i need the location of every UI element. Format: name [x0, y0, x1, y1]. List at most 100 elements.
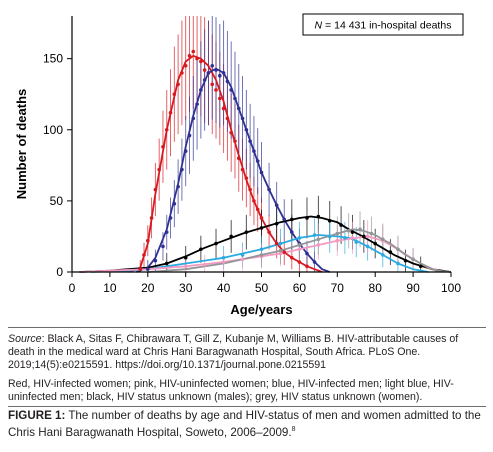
data-point-s4-9 [350, 236, 355, 240]
data-point-s1-23 [240, 116, 245, 121]
data-point-s0-27 [240, 167, 245, 172]
data-point-s5-4 [335, 231, 340, 236]
data-point-s0-25 [233, 139, 237, 143]
y-axis-label: Number of deaths [14, 89, 29, 200]
data-point-s1-32 [290, 230, 294, 234]
data-point-s4-3 [240, 257, 245, 262]
data-point-s4-8 [335, 238, 340, 243]
data-point-s3-3 [278, 241, 283, 246]
data-point-s2-4 [229, 234, 233, 239]
data-point-s5-3 [316, 237, 321, 242]
x-tick-label-6: 60 [293, 281, 307, 295]
data-point-s3-0 [221, 255, 226, 260]
data-point-s2-14 [362, 234, 366, 239]
figure-caption-label: FIGURE 1: [8, 409, 66, 422]
data-point-s0-2 [146, 238, 150, 243]
data-point-s2-15 [373, 241, 378, 246]
data-point-s5-5 [346, 228, 351, 233]
data-point-s0-26 [236, 156, 241, 161]
data-point-s5-1 [278, 248, 283, 253]
data-point-s0-33 [267, 230, 271, 234]
data-point-s1-29 [267, 187, 271, 192]
data-point-s1-31 [282, 217, 287, 222]
data-point-s1-6 [176, 184, 180, 189]
data-point-s0-5 [157, 167, 161, 172]
source-label: Source [8, 333, 42, 345]
annotation-box [302, 13, 464, 36]
data-point-s0-36 [290, 255, 294, 260]
data-point-s1-24 [244, 127, 249, 132]
series-line-2 [79, 215, 452, 273]
data-point-s0-28 [244, 176, 249, 180]
annotation-rest: = 14 431 in-hospital deaths [322, 20, 451, 32]
data-point-s2-16 [388, 250, 393, 254]
data-point-s3-9 [365, 244, 370, 249]
data-point-s1-10 [191, 116, 196, 121]
data-point-s1-8 [183, 149, 188, 153]
data-point-s0-3 [149, 216, 154, 220]
data-point-s5-2 [297, 243, 302, 247]
data-point-s0-22 [221, 106, 226, 111]
y-tick-label-2: 100 [43, 123, 63, 137]
data-point-s5-10 [411, 257, 415, 262]
x-tick-label-1: 10 [103, 281, 117, 295]
data-point-s1-34 [305, 251, 309, 256]
data-point-s0-34 [274, 241, 279, 246]
data-point-s1-30 [274, 203, 279, 207]
data-point-s0-9 [172, 92, 177, 97]
data-point-s4-6 [297, 247, 302, 252]
data-point-s1-11 [195, 102, 199, 106]
data-point-s5-8 [380, 237, 385, 242]
x-tick-label-0: 0 [69, 281, 76, 295]
x-tick-label-10: 100 [441, 281, 461, 295]
data-point-s2-3 [214, 241, 218, 246]
series-line-1 [136, 67, 331, 273]
data-point-s0-19 [210, 82, 215, 87]
data-point-s3-7 [343, 236, 347, 240]
data-point-s4-10 [365, 234, 370, 239]
data-point-s1-22 [236, 106, 241, 111]
data-point-s0-23 [225, 116, 230, 121]
data-point-s1-12 [199, 88, 203, 92]
data-point-s3-5 [312, 233, 317, 237]
divider-top [8, 327, 486, 328]
data-point-s0-8 [168, 110, 173, 115]
data-point-s1-0 [146, 267, 150, 271]
data-point-s4-5 [278, 251, 283, 256]
data-point-s2-7 [274, 221, 279, 226]
chart: 0 10 20 30 40 50 60 70 80 90 100 0 50 100 150 Age/years… [14, 13, 464, 317]
data-point-s1-9 [187, 133, 192, 138]
annotation-text: N = 14 431 in-hospital deaths [315, 20, 452, 32]
data-point-s0-13 [187, 54, 192, 58]
data-point-s2-17 [403, 258, 408, 263]
data-point-s5-6 [358, 227, 362, 232]
data-point-s1-27 [255, 159, 260, 163]
data-point-s1-4 [168, 216, 173, 220]
data-point-s0-0 [138, 267, 143, 271]
data-point-s2-6 [259, 226, 264, 230]
data-point-s1-16 [214, 68, 218, 72]
data-point-s0-6 [161, 145, 165, 149]
data-point-s4-1 [202, 263, 207, 267]
data-point-s4-7 [316, 243, 321, 247]
figure-caption-text: The number of deaths by age and HIV-stat… [8, 409, 481, 439]
x-tick-label-4: 40 [217, 281, 231, 295]
data-point-s5-0 [259, 253, 264, 257]
data-point-s1-25 [248, 139, 252, 143]
y-tick-label-0: 0 [56, 265, 63, 279]
data-point-s0-12 [183, 63, 188, 68]
data-point-s1-28 [259, 170, 264, 175]
series-line-3 [90, 234, 429, 273]
data-point-s2-13 [350, 230, 355, 234]
data-point-s3-6 [327, 234, 332, 239]
legend-note: Red, HIV-infected women; pink, HIV-uninf… [8, 378, 454, 403]
data-point-s1-14 [206, 71, 211, 75]
data-point-s3-4 [297, 236, 302, 240]
data-point-s0-1 [142, 253, 146, 257]
data-point-s2-9 [305, 216, 309, 220]
data-point-s1-26 [252, 149, 256, 153]
data-point-s1-17 [218, 73, 222, 78]
data-point-s2-11 [327, 219, 332, 223]
data-point-s0-11 [180, 71, 184, 75]
